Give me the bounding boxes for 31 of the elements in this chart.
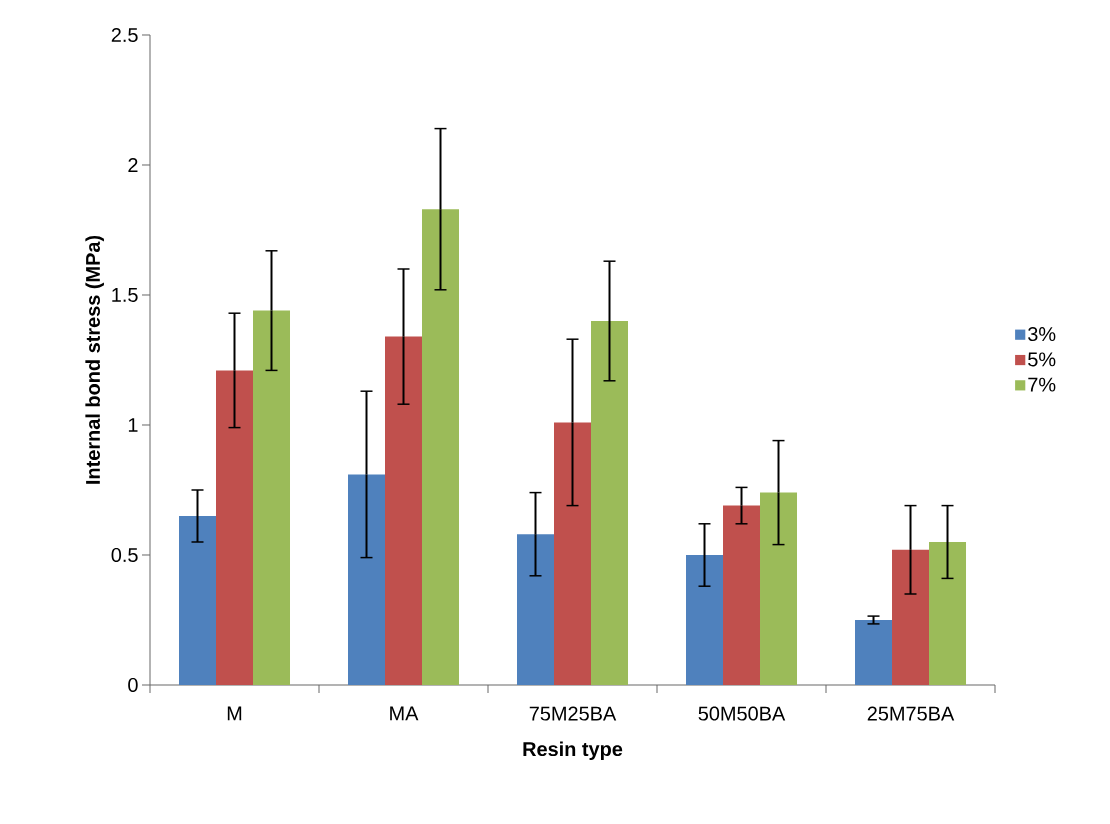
y-tick-label: 1 [128, 418, 138, 432]
x-tick-label: 75M25BA [529, 706, 617, 721]
bar [855, 620, 893, 685]
bar [253, 310, 290, 685]
y-tick-label: 1.5 [112, 288, 138, 302]
legend-label: 5% [1028, 352, 1056, 367]
x-axis-title: Resin type [523, 741, 623, 761]
bar [348, 474, 385, 685]
bar [760, 492, 798, 685]
y-tick-label: 2.5 [111, 27, 138, 43]
bar [554, 422, 592, 685]
legend-label: 7% [1028, 377, 1056, 392]
bar [929, 542, 967, 685]
x-tick-label: MA [390, 706, 419, 721]
bar [385, 336, 422, 685]
bar [591, 321, 629, 685]
y-axis-title: Internal bond stress (MPa) [85, 235, 104, 484]
bar [517, 534, 554, 685]
y-tick-label: 0.5 [111, 547, 138, 563]
bar [723, 505, 761, 685]
bar [422, 209, 459, 685]
legend-label: 3% [1028, 327, 1056, 342]
bar [892, 549, 930, 685]
x-tick-label: M [227, 706, 242, 721]
x-tick-label: 50M50BA [698, 706, 786, 721]
y-tick-label: 0 [128, 677, 138, 693]
bar [216, 370, 253, 685]
x-tick-label: 25M75BA [867, 706, 955, 721]
y-tick-label: 2 [128, 158, 138, 172]
bar [179, 516, 216, 685]
bar [686, 555, 724, 685]
